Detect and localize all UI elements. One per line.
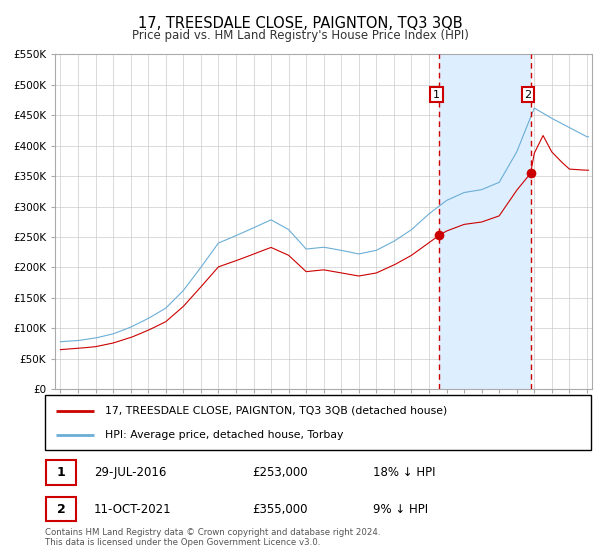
Text: 1: 1 — [433, 90, 440, 100]
Text: 9% ↓ HPI: 9% ↓ HPI — [373, 502, 428, 516]
Text: Contains HM Land Registry data © Crown copyright and database right 2024.
This d: Contains HM Land Registry data © Crown c… — [45, 528, 380, 547]
Text: Price paid vs. HM Land Registry's House Price Index (HPI): Price paid vs. HM Land Registry's House … — [131, 29, 469, 42]
Bar — [46, 460, 76, 485]
Text: £253,000: £253,000 — [253, 466, 308, 479]
Text: 18% ↓ HPI: 18% ↓ HPI — [373, 466, 435, 479]
Bar — [46, 497, 76, 521]
Text: 17, TREESDALE CLOSE, PAIGNTON, TQ3 3QB (detached house): 17, TREESDALE CLOSE, PAIGNTON, TQ3 3QB (… — [105, 406, 448, 416]
Bar — [439, 54, 530, 389]
Text: 17, TREESDALE CLOSE, PAIGNTON, TQ3 3QB: 17, TREESDALE CLOSE, PAIGNTON, TQ3 3QB — [137, 16, 463, 31]
Text: HPI: Average price, detached house, Torbay: HPI: Average price, detached house, Torb… — [105, 430, 343, 440]
Text: 2: 2 — [57, 502, 65, 516]
Text: 29-JUL-2016: 29-JUL-2016 — [94, 466, 167, 479]
Text: 11-OCT-2021: 11-OCT-2021 — [94, 502, 172, 516]
Text: 1: 1 — [57, 466, 65, 479]
Text: £355,000: £355,000 — [253, 502, 308, 516]
Text: 2: 2 — [524, 90, 532, 100]
